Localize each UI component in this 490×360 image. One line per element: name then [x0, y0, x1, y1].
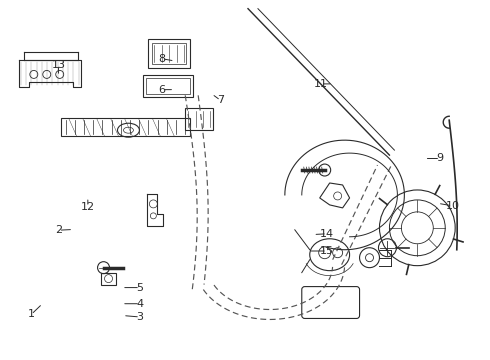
Text: 4: 4 — [137, 299, 144, 309]
Text: 1: 1 — [28, 310, 35, 319]
Bar — [100, 273, 117, 285]
Text: 3: 3 — [137, 312, 144, 322]
Text: 2: 2 — [55, 225, 62, 235]
Bar — [148, 39, 190, 68]
Text: 7: 7 — [217, 95, 224, 105]
Text: 12: 12 — [81, 202, 95, 212]
Bar — [61, 118, 190, 136]
Text: 6: 6 — [159, 85, 166, 95]
Bar — [144, 75, 193, 97]
Bar — [185, 108, 213, 130]
Text: 14: 14 — [320, 229, 334, 239]
Text: 9: 9 — [437, 153, 444, 163]
Text: 10: 10 — [445, 201, 460, 211]
Text: 15: 15 — [320, 246, 334, 256]
Text: 5: 5 — [137, 283, 144, 293]
Text: 11: 11 — [314, 79, 328, 89]
Bar — [147, 78, 190, 94]
Text: 13: 13 — [51, 59, 66, 69]
Text: 8: 8 — [158, 54, 166, 64]
Bar — [152, 42, 186, 64]
